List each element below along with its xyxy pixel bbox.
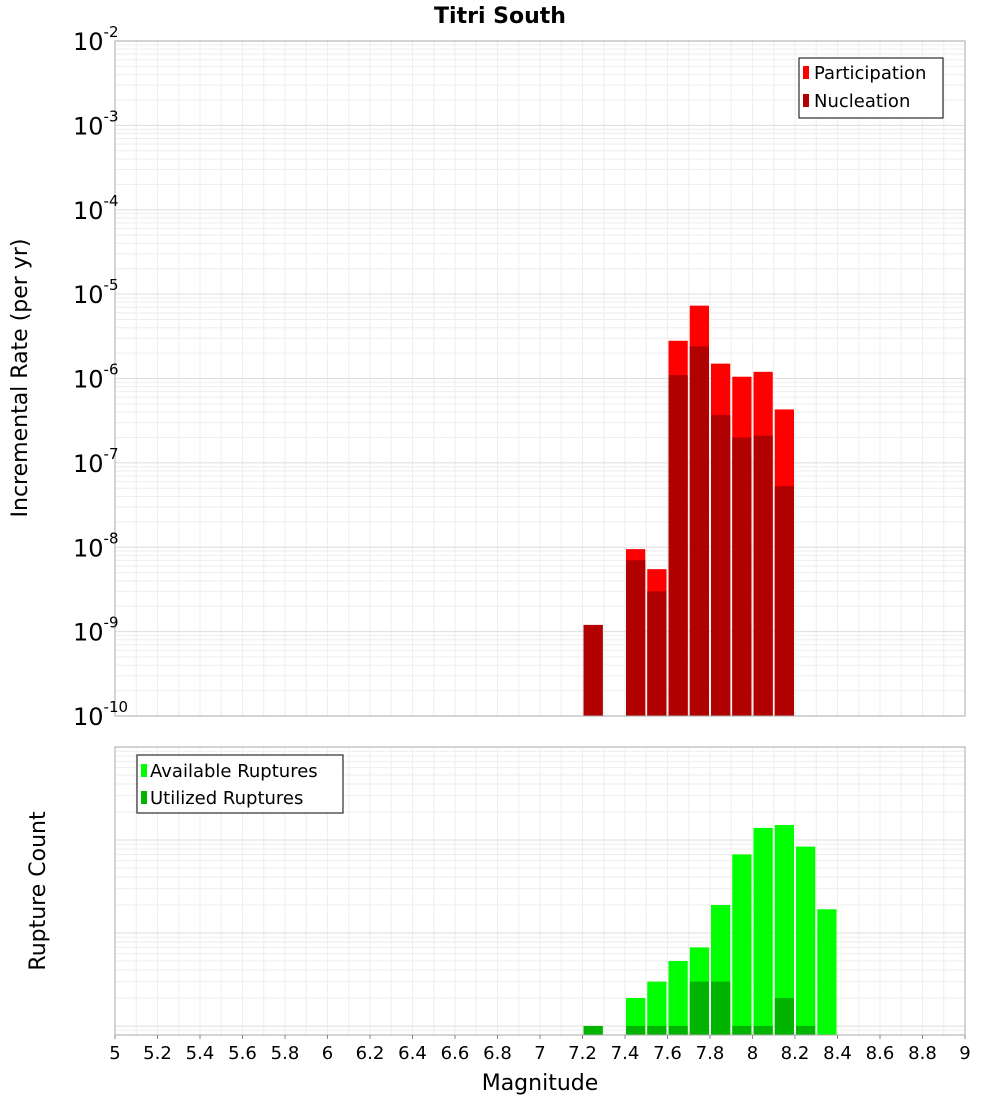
rate-y-tick-label: 10-3 [73,107,119,140]
chart-title: Titri South [434,4,566,29]
x-tick-label: 8.4 [823,1043,852,1064]
x-tick-label: 8.6 [866,1043,895,1064]
count-bar-available-ruptures [753,827,773,1035]
count-bar-available-ruptures [626,997,646,1035]
legend-swatch-utilized [141,791,147,804]
count-legend: Available Ruptures Utilized Ruptures [136,754,344,814]
rate-y-tick-label: 10-8 [73,529,119,562]
count-legend-box [136,754,344,814]
x-tick-label: 6.6 [441,1043,470,1064]
count-bar-available-ruptures [668,960,688,1035]
x-tick-label: 7 [534,1043,545,1064]
x-tick-label: 8 [747,1043,758,1064]
rate-y-tick-label: 10-7 [73,445,119,478]
x-axis-label: Magnitude [482,1071,599,1096]
count-bar-utilized-ruptures [689,981,709,1035]
count-bar-utilized-ruptures [626,1025,646,1035]
rate-bar-nucleation [668,375,688,716]
x-tick-label: 7.8 [696,1043,725,1064]
x-tick-label: 5.4 [186,1043,215,1064]
rate-bar-nucleation [626,560,646,716]
x-tick-label: 8.2 [781,1043,810,1064]
count-grid [114,746,966,1036]
x-ticks: 5 5.2 5.4 5.6 5.8 6 6.2 6.4 6.6 6.8 7 7.2 7.4 7.6 7.8 8… [109,1035,971,1064]
rate-legend-box [798,57,944,119]
x-tick-label: 6.2 [356,1043,385,1064]
x-tick-label: 5 [109,1043,120,1064]
count-y-axis-label: Rupture Count [26,811,51,971]
x-tick-label: 5.6 [228,1043,257,1064]
x-tick-label: 6 [322,1043,333,1064]
count-bar-available-ruptures [732,854,752,1035]
count-bar-utilized-ruptures [796,1025,816,1035]
rate-bar-nucleation [732,437,752,716]
legend-label-available: Available Ruptures [150,761,318,782]
count-bar-available-ruptures [774,824,794,1035]
rate-panel: 10-10 10-9 10-8 10-7 10-6 10-5 10-4 10-3 10-2 In… [8,23,966,731]
rate-y-ticks: 10-10 10-9 10-8 10-7 10-6 10-5 10-4 10-3 10-2 [73,23,128,731]
rate-bar-nucleation [774,486,794,716]
count-bar-available-ruptures [647,981,667,1035]
rate-y-tick-label: 10-4 [73,192,119,225]
legend-label-participation: Participation [814,63,926,84]
x-tick-label: 5.8 [271,1043,300,1064]
rate-plot-frame [114,40,966,717]
x-tick-label: 7.6 [653,1043,682,1064]
count-bar-utilized-ruptures [668,1025,688,1035]
rate-legend: Participation Nucleation [798,57,944,119]
rate-y-tick-label: 10-5 [73,276,119,309]
legend-label-utilized: Utilized Ruptures [150,788,303,809]
rate-y-tick-label: 10-6 [73,361,119,394]
x-tick-label: 6.8 [483,1043,512,1064]
rate-bar-nucleation [711,414,731,716]
rate-bars [583,305,794,716]
count-bar-utilized-ruptures [583,1025,603,1035]
rate-bar-nucleation [583,624,603,716]
count-bar-utilized-ruptures [753,1025,773,1035]
rate-bar-nucleation [753,435,773,716]
x-tick-label: 7.2 [568,1043,597,1064]
rate-y-tick-label: 10-2 [73,23,119,56]
legend-swatch-nucleation [803,94,809,107]
count-bar-utilized-ruptures [647,1025,667,1035]
legend-swatch-available [141,764,147,777]
count-bar-available-ruptures [796,846,816,1035]
count-bar-utilized-ruptures [732,1025,752,1035]
x-tick-label: 7.4 [611,1043,640,1064]
count-bar-utilized-ruptures [711,981,731,1035]
legend-label-nucleation: Nucleation [814,91,910,112]
rate-grid [114,40,966,717]
count-bar-available-ruptures [817,909,837,1035]
x-tick-label: 5.2 [143,1043,172,1064]
count-panel: Rupture Count Available Ruptures Utilize… [26,746,966,1036]
x-tick-label: 8.8 [908,1043,937,1064]
x-tick-label: 9 [959,1043,970,1064]
rate-y-axis-label: Incremental Rate (per yr) [8,239,33,518]
count-bars [583,824,837,1035]
x-tick-label: 6.4 [398,1043,427,1064]
rate-y-tick-label: 10-9 [73,614,119,647]
rate-y-tick-label: 10-10 [73,698,128,731]
rate-bar-nucleation [647,591,667,716]
rate-bar-nucleation [689,346,709,716]
legend-swatch-participation [803,66,809,79]
count-bar-utilized-ruptures [774,997,794,1035]
